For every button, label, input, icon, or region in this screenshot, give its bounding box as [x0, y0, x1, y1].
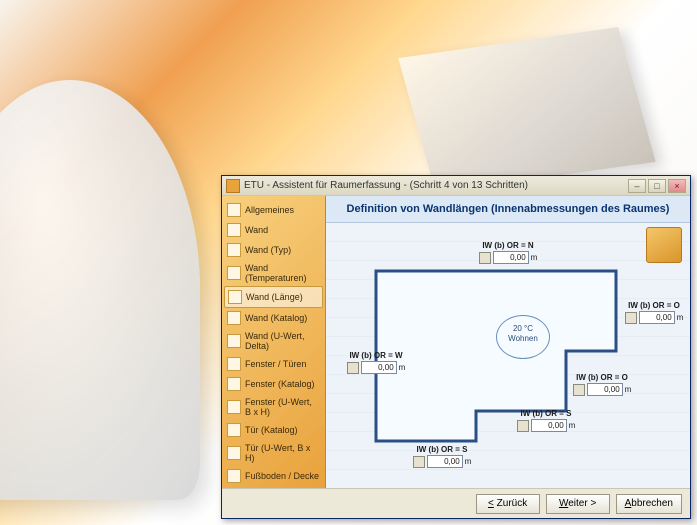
wall-label: IW (b) OR = N [466, 241, 550, 250]
back-button-label: Zurück [497, 498, 528, 509]
wall-length-field-0: IW (b) OR = N0,00m [466, 241, 550, 264]
wall-length-field-1: IW (b) OR = O0,00m [612, 301, 690, 324]
sidebar-step-icon [227, 311, 241, 325]
sidebar-item-step-1[interactable]: Allgemeines [224, 200, 323, 220]
cancel-button[interactable]: Abbrechen [616, 494, 682, 514]
wall-label: IW (b) OR = O [560, 373, 644, 382]
wall-length-field-3: IW (b) OR = S0,00m [504, 409, 588, 432]
wall-unit: m [399, 363, 406, 372]
sidebar-item-step-11[interactable]: Tür (Katalog) [224, 420, 323, 440]
titlebar: ETU - Assistent für Raumerfassung - (Sch… [222, 176, 690, 196]
sidebar-step-icon [227, 377, 241, 391]
sidebar-step-icon [227, 203, 241, 217]
room-center-badge: 20 °C Wohnen [496, 315, 550, 359]
wizard-sidebar: Allgemeines Wand Wand (Typ) Wand (Temperatu… [222, 196, 326, 488]
sidebar-item-step-3[interactable]: Wand (Typ) [224, 240, 323, 260]
sidebar-step-icon [227, 357, 241, 371]
sidebar-step-icon [227, 469, 241, 483]
room-canvas: 20 °C Wohnen IW (b) OR = N0,00mIW (b) OR… [326, 223, 690, 488]
window-body: Allgemeines Wand Wand (Typ) Wand (Temperatu… [222, 196, 690, 488]
background-house-model [398, 27, 656, 193]
sidebar-item-label: Wand (Temperaturen) [245, 263, 320, 283]
wall-length-input[interactable]: 0,00 [493, 251, 529, 264]
sidebar-step-icon [227, 243, 241, 257]
wall-length-field-2: IW (b) OR = O0,00m [560, 373, 644, 396]
wall-label: IW (b) OR = S [400, 445, 484, 454]
wizard-footer: < Zurück Weiter > Abbrechen [222, 488, 690, 518]
wall-input-row: 0,00m [400, 455, 484, 468]
sidebar-item-step-2[interactable]: Wand [224, 220, 323, 240]
sidebar-step-icon [227, 223, 241, 237]
sidebar-item-step-8[interactable]: Fenster / Türen [224, 354, 323, 374]
wall-icon[interactable] [413, 456, 425, 468]
back-button[interactable]: < Zurück [476, 494, 540, 514]
wall-length-input[interactable]: 0,00 [639, 311, 675, 324]
wall-length-input[interactable]: 0,00 [587, 383, 623, 396]
sidebar-item-step-12[interactable]: Tür (U-Wert, B x H) [224, 440, 323, 466]
wall-icon[interactable] [625, 312, 637, 324]
window-title: ETU - Assistent für Raumerfassung - (Sch… [244, 180, 628, 191]
wall-label: IW (b) OR = O [612, 301, 690, 310]
room-name: Wohnen [497, 334, 549, 344]
close-button[interactable]: × [668, 179, 686, 193]
wizard-window: ETU - Assistent für Raumerfassung - (Sch… [221, 175, 691, 519]
wall-input-row: 0,00m [560, 383, 644, 396]
sidebar-item-label: Fenster (U-Wert, B x H) [245, 397, 320, 417]
wall-length-input[interactable]: 0,00 [531, 419, 567, 432]
sidebar-item-label: Wand (Länge) [246, 292, 303, 302]
next-button[interactable]: Weiter > [546, 494, 610, 514]
sidebar-item-label: Fenster (Katalog) [245, 379, 315, 389]
wall-label: IW (b) OR = W [334, 351, 418, 360]
wall-unit: m [531, 253, 538, 262]
room-temp: 20 °C [497, 324, 549, 334]
sidebar-step-icon [227, 400, 241, 414]
wall-icon[interactable] [573, 384, 585, 396]
wall-label: IW (b) OR = S [504, 409, 588, 418]
wall-length-input[interactable]: 0,00 [427, 455, 463, 468]
wall-input-row: 0,00m [466, 251, 550, 264]
window-buttons: – □ × [628, 179, 686, 193]
wall-length-field-5: IW (b) OR = W0,00m [334, 351, 418, 374]
sidebar-item-step-13[interactable]: Fußboden / Decke [224, 466, 323, 486]
sidebar-item-label: Wand (Typ) [245, 245, 291, 255]
wall-unit: m [569, 421, 576, 430]
wall-icon[interactable] [479, 252, 491, 264]
sidebar-item-label: Wand [245, 225, 268, 235]
wall-icon[interactable] [517, 420, 529, 432]
sidebar-item-label: Wand (U-Wert, Delta) [245, 331, 320, 351]
maximize-button[interactable]: □ [648, 179, 666, 193]
sidebar-item-label: Tür (U-Wert, B x H) [245, 443, 320, 463]
sidebar-item-step-4[interactable]: Wand (Temperaturen) [224, 260, 323, 286]
wall-input-row: 0,00m [334, 361, 418, 374]
background-thermostat [0, 80, 200, 500]
sidebar-step-icon [228, 290, 242, 304]
sidebar-item-label: Wand (Katalog) [245, 313, 307, 323]
wall-input-row: 0,00m [612, 311, 690, 324]
sidebar-item-step-5[interactable]: Wand (Länge) [224, 286, 323, 308]
wall-length-input[interactable]: 0,00 [361, 361, 397, 374]
sidebar-item-step-9[interactable]: Fenster (Katalog) [224, 374, 323, 394]
wall-unit: m [625, 385, 632, 394]
panel-header: Definition von Wandlängen (Innenabmessun… [326, 196, 690, 223]
main-panel: Definition von Wandlängen (Innenabmessun… [326, 196, 690, 488]
app-icon [226, 179, 240, 193]
sidebar-item-label: Allgemeines [245, 205, 294, 215]
sidebar-item-step-6[interactable]: Wand (Katalog) [224, 308, 323, 328]
wall-icon[interactable] [347, 362, 359, 374]
sidebar-step-icon [227, 423, 241, 437]
wall-unit: m [677, 313, 684, 322]
wall-input-row: 0,00m [504, 419, 588, 432]
sidebar-item-label: Fenster / Türen [245, 359, 306, 369]
sidebar-step-icon [227, 446, 241, 460]
wall-length-field-4: IW (b) OR = S0,00m [400, 445, 484, 468]
sidebar-step-icon [227, 334, 241, 348]
sidebar-item-label: Tür (Katalog) [245, 425, 298, 435]
sidebar-item-label: Fußboden / Decke [245, 471, 319, 481]
sidebar-item-step-10[interactable]: Fenster (U-Wert, B x H) [224, 394, 323, 420]
sidebar-item-step-7[interactable]: Wand (U-Wert, Delta) [224, 328, 323, 354]
wall-unit: m [465, 457, 472, 466]
sidebar-step-icon [227, 266, 241, 280]
minimize-button[interactable]: – [628, 179, 646, 193]
next-button-label: Weiter [559, 498, 588, 509]
